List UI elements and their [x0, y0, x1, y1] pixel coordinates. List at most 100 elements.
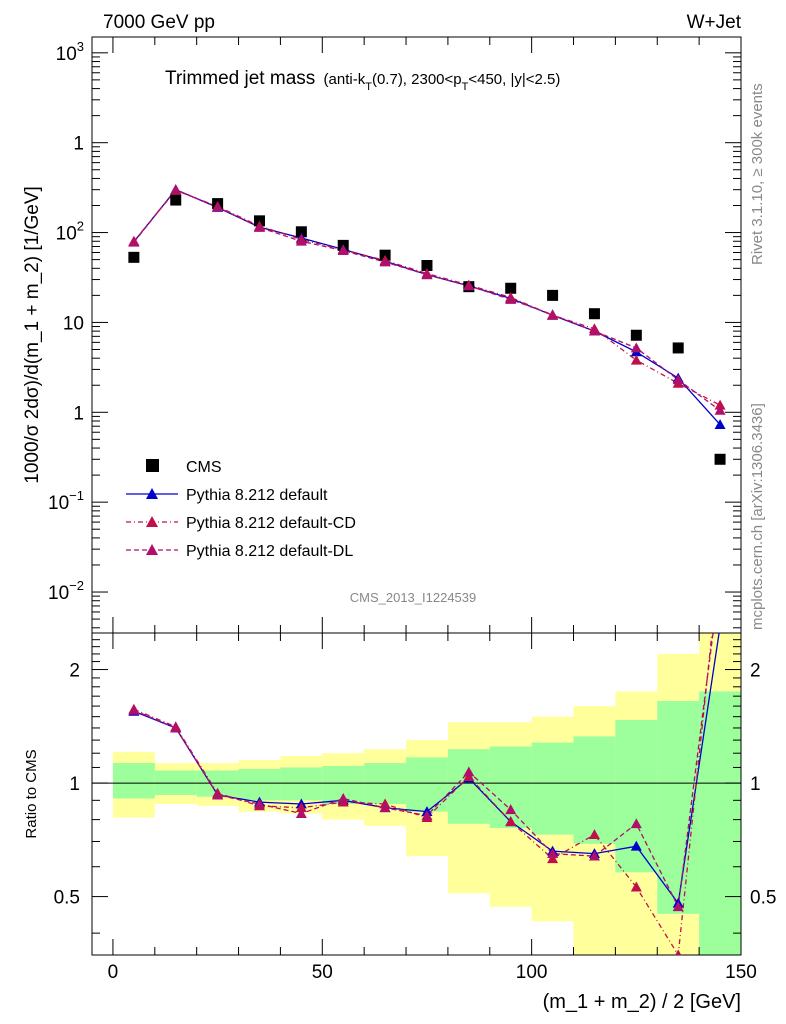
cms-data-point [672, 342, 684, 354]
x-tick-label: 100 [516, 962, 548, 983]
ratio-series-point-2 [295, 808, 307, 818]
main-series-point-3 [253, 221, 265, 232]
ratio-series-point-1 [630, 881, 642, 892]
main-y-axis-label: 1000/σ 2dσ)/d(m_1 + m_2) [1/GeV] [22, 186, 43, 484]
ratio-series-point-2 [337, 793, 349, 803]
legend-label-dl: Pythia 8.212 default-DL [186, 543, 353, 560]
cms-data-point [505, 282, 517, 294]
legend-label-default: Pythia 8.212 default [186, 487, 328, 504]
main-series-point-3 [170, 184, 182, 195]
header-left: 7000 GeV pp [103, 12, 215, 33]
main-series-point-3 [295, 235, 307, 246]
ratio-y-tick-label-left: 0.5 [54, 888, 80, 909]
legend-marker-default [146, 488, 158, 499]
legend-label-cms: CMS [186, 459, 222, 476]
cms-data-point [128, 251, 140, 263]
ratio-series-point-2 [505, 804, 517, 815]
legend-marker-dl [146, 544, 158, 555]
ratio-y-tick-label-right: 0.5 [750, 888, 776, 909]
ratio-band-green [112, 763, 155, 799]
ratio-series-point-1 [547, 853, 559, 864]
ratio-series-point-1 [505, 816, 517, 827]
ratio-y-tick-label-right: 2 [750, 661, 761, 682]
main-series-point-3 [672, 374, 684, 385]
chart-title-sub-end: <450, |y|<2.5) [468, 71, 560, 88]
ratio-uncertainty-bands [92, 633, 741, 955]
ratio-band-green [699, 691, 741, 955]
main-series-point-1 [714, 419, 726, 429]
analysis-id: CMS_2013_I1224539 [350, 590, 477, 605]
main-series-point-3 [212, 201, 224, 212]
main-data-layer [128, 184, 726, 465]
ratio-y-axis-label: Ratio to CMS [23, 749, 40, 838]
x-tick-label: 150 [725, 962, 757, 983]
main-y-tick-label: 103 [56, 39, 84, 65]
cms-data-point [547, 289, 559, 301]
rivet-version-label: Rivet 3.1.10, ≥ 300k events [749, 83, 766, 265]
ratio-band-green [489, 746, 532, 829]
main-series-point-3 [379, 256, 391, 267]
main-series-point-3 [505, 293, 517, 304]
cms-data-point [170, 194, 182, 206]
ratio-series-point-2 [588, 850, 600, 861]
ratio-series-point-2 [128, 704, 140, 715]
ratio-frame [91, 632, 742, 956]
cms-data-point [588, 308, 600, 320]
main-axis-ticks [92, 37, 742, 633]
ratio-band-green [238, 768, 281, 801]
chart-title: Trimmed jet mass (anti-kT(0.7), 2300<pT<… [165, 68, 560, 93]
legend-marker-cd [146, 516, 158, 527]
main-series-point-3 [128, 236, 140, 247]
main-y-tick-label: 10 [63, 313, 84, 334]
chart-title-main: Trimmed jet mass [165, 68, 315, 89]
main-panel: 103 1 102 10 1 10−1 10−2 Trimmed jet mass (ant… [22, 36, 742, 634]
header-right: W+Jet [687, 12, 742, 33]
main-series-point-3 [630, 342, 642, 353]
main-y-tick-label: 10−2 [48, 578, 84, 604]
main-series-line-3 [133, 188, 721, 411]
legend: CMS Pythia 8.212 default Pythia 8.212 de… [126, 459, 356, 560]
mcplots-label: mcplots.cern.ch [arXiv:1306.3436] [749, 403, 766, 630]
x-tick-label: 0 [108, 962, 119, 983]
cms-data-point [714, 453, 726, 465]
main-series-point-3 [337, 245, 349, 255]
ratio-series-point-2 [170, 722, 182, 733]
legend-marker-cms [146, 459, 159, 472]
ratio-band-green [280, 767, 323, 801]
x-tick-labels: 0 50 100 150 [108, 962, 757, 983]
ratio-y-tick-label-left: 2 [69, 661, 80, 682]
main-series-line-2 [133, 189, 721, 406]
ratio-series-point-2 [421, 810, 433, 820]
chart-title-kt-index: T [365, 81, 372, 93]
main-series-point-3 [714, 404, 726, 415]
ratio-y-tick-label-left: 1 [69, 774, 80, 795]
ratio-series-point-1 [295, 802, 307, 813]
ratio-series-point-2 [672, 901, 684, 912]
chart-title-sub-mid: (0.7), 2300<p [372, 71, 462, 88]
cms-data-point [421, 259, 433, 271]
main-series-point-3 [421, 269, 433, 280]
ratio-series-point-2 [547, 848, 559, 859]
ratio-y-tick-label-right: 1 [750, 774, 761, 795]
main-series-point-2 [714, 399, 726, 410]
x-tick-label: 50 [312, 962, 333, 983]
ratio-band-green [406, 757, 448, 812]
main-y-tick-label: 1 [73, 134, 84, 155]
chart-title-sub: (anti-k [324, 71, 366, 88]
ratio-data-layer [128, 633, 720, 955]
ratio-series-point-2 [630, 818, 642, 829]
ratio-panel: 0.5 0.5 1 1 2 2 Ratio to CMS [23, 632, 776, 956]
main-y-tick-label: 102 [56, 219, 84, 245]
chart-title-pt-index: T [462, 81, 469, 93]
ratio-series-point-2 [379, 802, 391, 813]
cms-data-point [630, 329, 642, 341]
ratio-band-green [573, 736, 616, 844]
main-y-tick-labels: 103 1 102 10 1 10−1 10−2 [48, 39, 84, 604]
main-series-point-3 [547, 309, 559, 320]
main-y-tick-label: 10−1 [48, 488, 84, 514]
ratio-series-point-1 [675, 949, 682, 955]
main-y-tick-label: 1 [73, 403, 84, 424]
ratio-axis-ticks: 0.5 0.5 1 1 2 2 [54, 632, 776, 955]
ratio-series-point-0 [630, 840, 642, 851]
